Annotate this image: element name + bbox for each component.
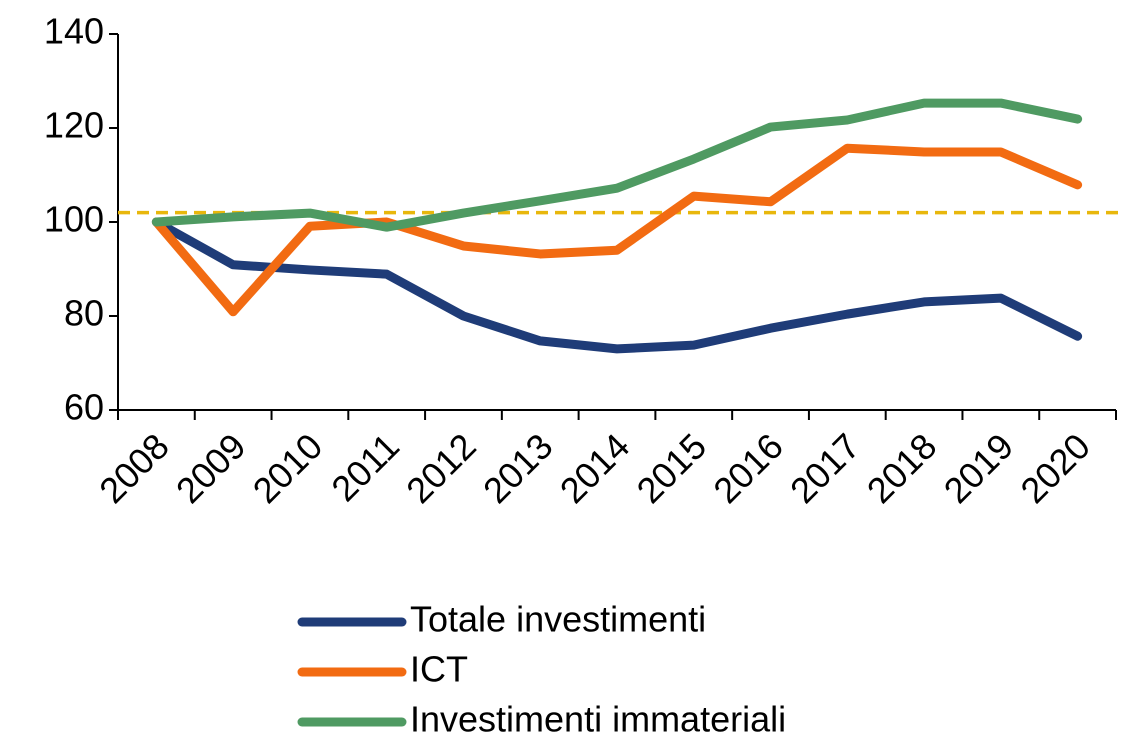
series-line <box>151 217 1083 354</box>
series-line <box>151 143 1083 317</box>
x-tick-label: 2019 <box>936 425 1022 511</box>
x-tick-label: 2018 <box>859 425 945 511</box>
y-tick-label: 100 <box>44 199 104 240</box>
y-tick-label: 140 <box>44 11 104 52</box>
x-tick-label: 2020 <box>1012 425 1098 511</box>
y-tick-label: 60 <box>64 387 104 428</box>
y-tick-label: 80 <box>64 293 104 334</box>
x-tick-label: 2008 <box>91 425 177 511</box>
x-tick-label: 2009 <box>168 425 254 511</box>
x-tick-label: 2010 <box>245 425 331 511</box>
legend-label: Investimenti immateriali <box>410 699 786 740</box>
x-tick-label: 2013 <box>475 425 561 511</box>
x-tick-label: 2011 <box>323 425 407 509</box>
x-tick-label: 2012 <box>398 425 484 511</box>
series-line <box>151 98 1083 232</box>
y-tick-label: 120 <box>44 105 104 146</box>
legend-label: ICT <box>410 649 468 690</box>
x-tick-label: 2017 <box>782 425 868 511</box>
x-tick-label: 2014 <box>552 425 638 511</box>
x-tick-label: 2016 <box>705 425 791 511</box>
legend-label: Totale investimenti <box>410 599 706 640</box>
x-tick-label: 2015 <box>629 425 715 511</box>
